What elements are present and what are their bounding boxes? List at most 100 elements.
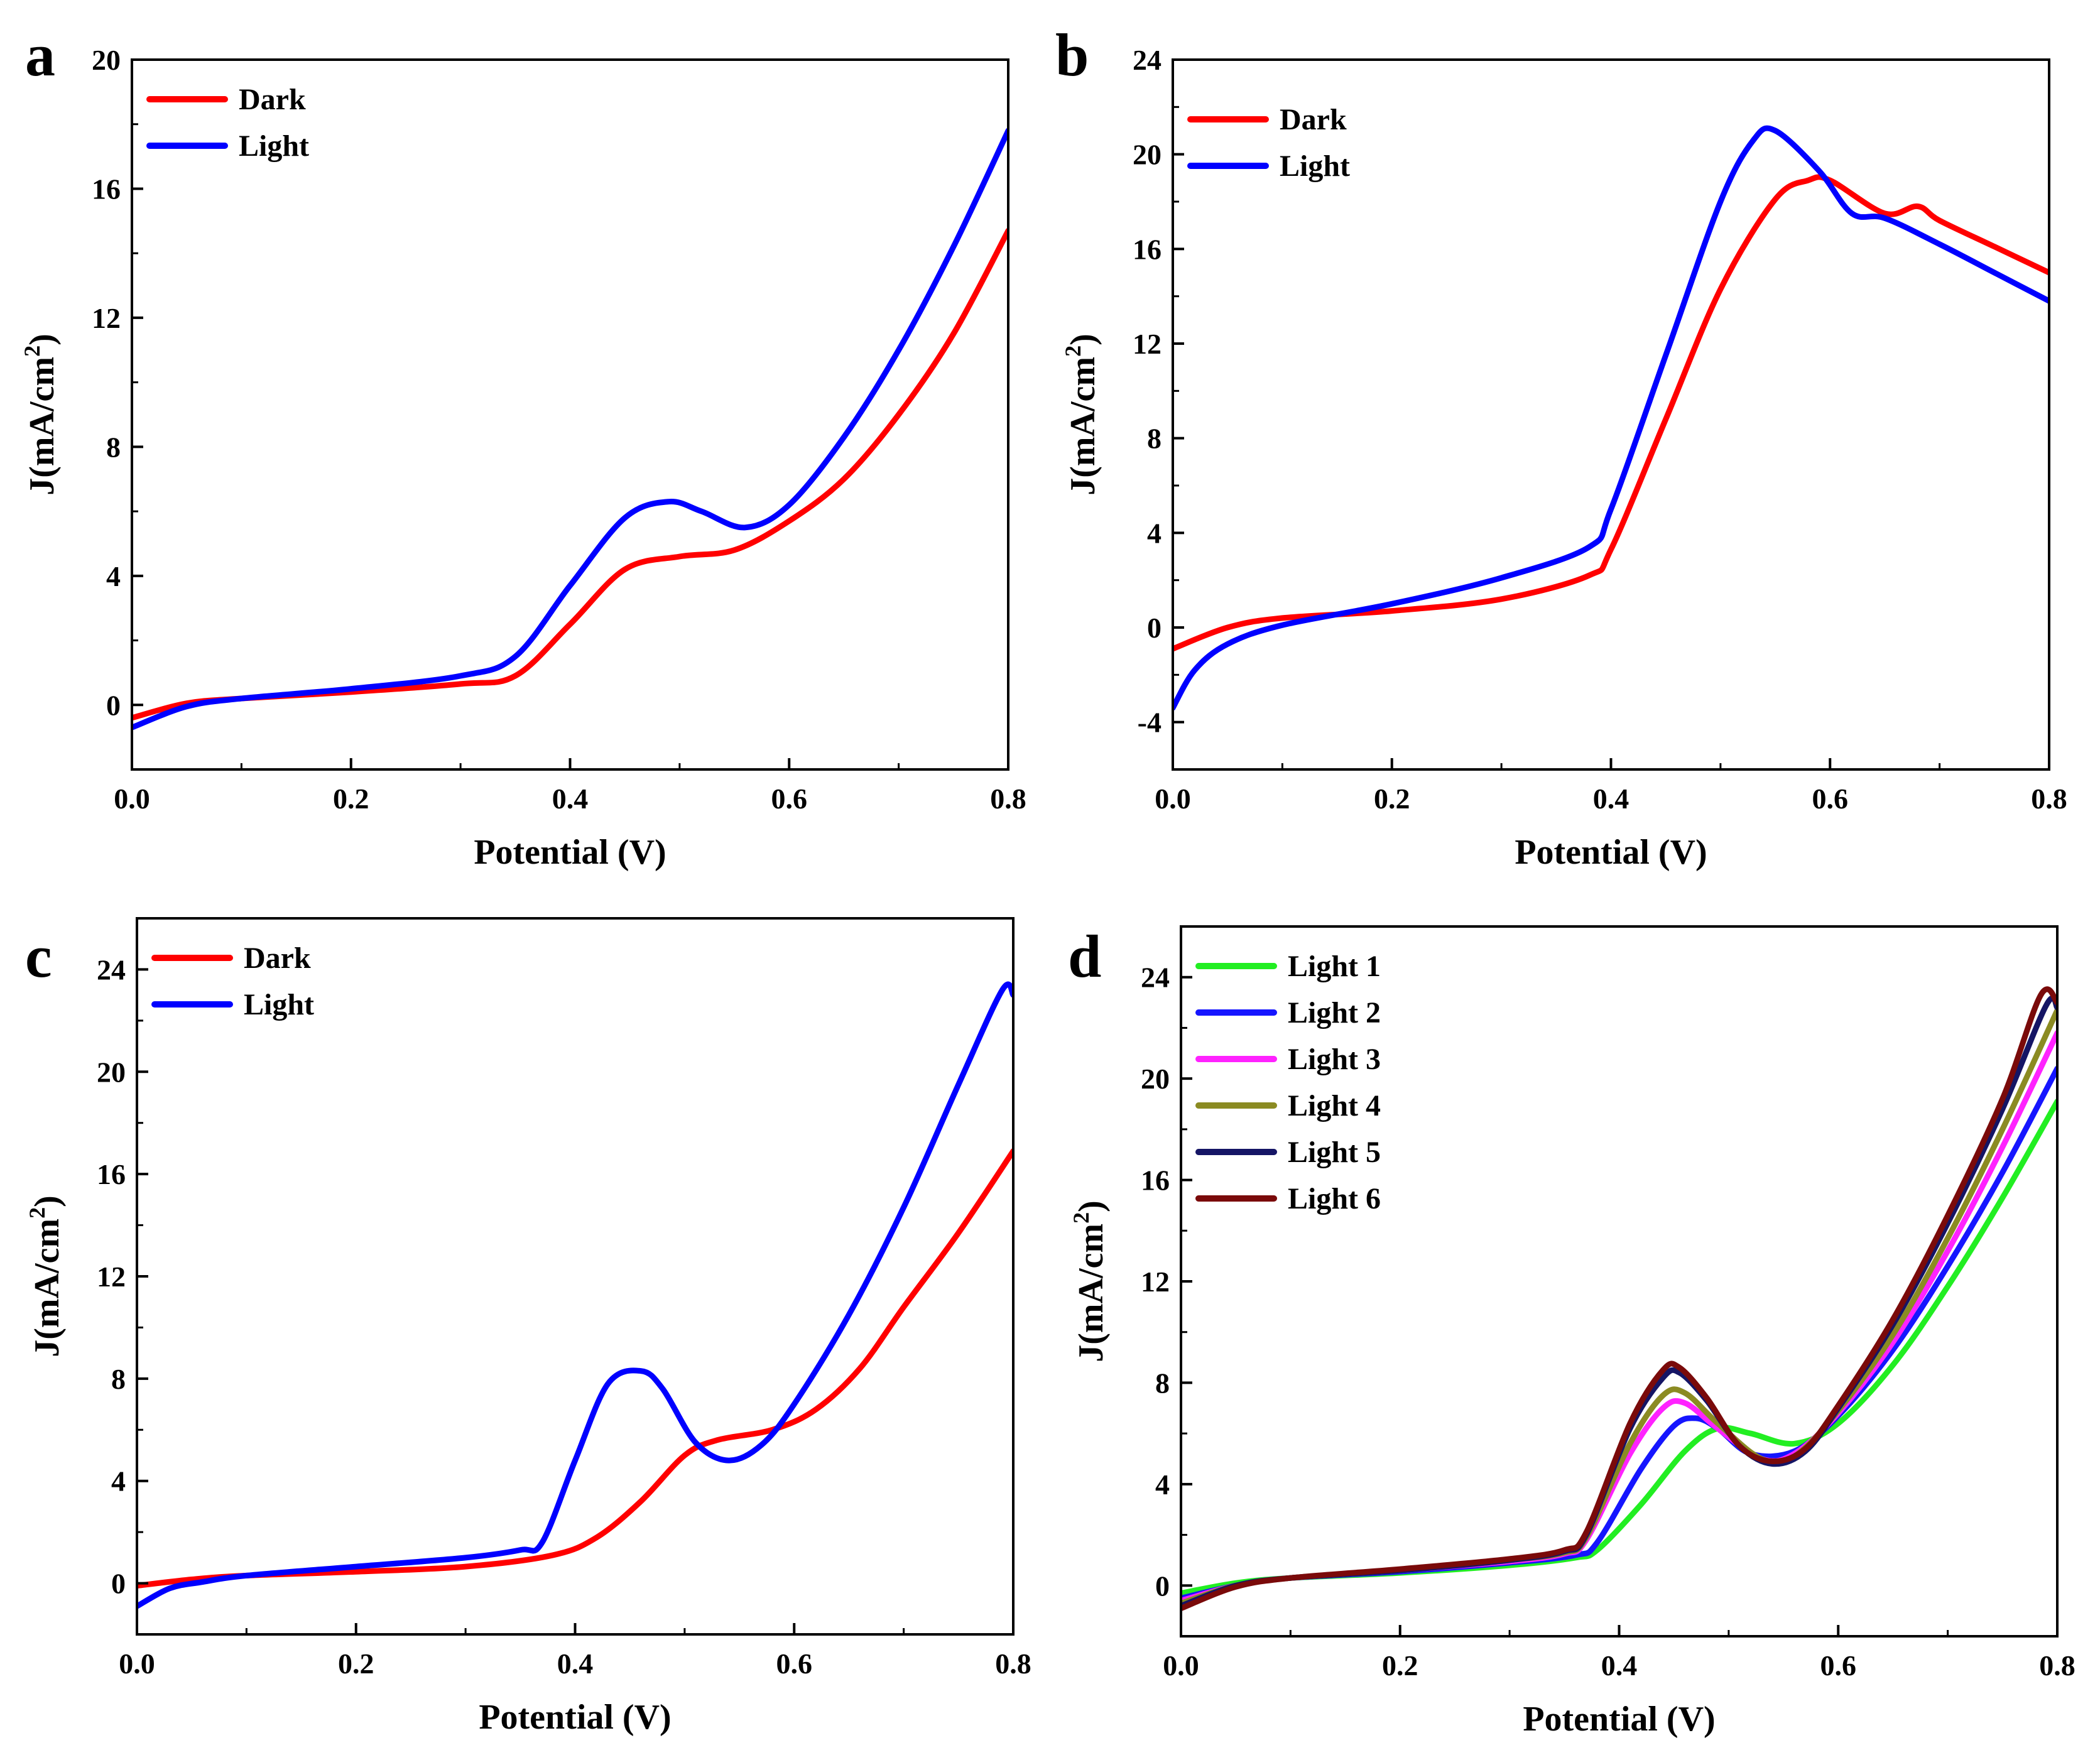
series-line-light-6 [1181,986,2057,1612]
x-tick-label: 0.6 [776,1648,813,1680]
y-tick-label: 12 [97,1261,126,1293]
panel-letter: c [25,923,52,990]
legend-label: Light 6 [1288,1182,1381,1215]
y-axis-title-close: ) [1072,1200,1111,1212]
y-axis-title-close: ) [23,334,62,345]
legend: Light 1 Light 2 Light 3 Light 4 Light 5 Light… [1195,950,1381,1215]
x-tick-label: 0.2 [338,1648,374,1680]
series-line-light [132,128,1008,731]
y-tick-label: 16 [97,1158,126,1190]
series-line-dark [132,227,1008,721]
x-tick-label: 0.0 [114,783,150,815]
y-tick-label: 20 [92,44,121,76]
x-tick-label: 0.0 [119,1648,155,1680]
y-tick-label: 4 [1147,517,1162,549]
y-tick-label: 8 [106,431,121,463]
legend-label: Light 1 [1288,950,1381,983]
legend: Dark Light [1187,103,1350,183]
y-tick-label: 20 [1133,139,1162,171]
y-axis-title-superscript: 2 [1069,1212,1094,1224]
x-tick-label: 0.0 [1155,783,1191,815]
y-tick-label: 0 [111,1568,126,1600]
y-tick-label: 16 [1133,233,1162,265]
series-line-light-1 [1181,1099,2057,1596]
legend-label: Light [1280,149,1350,183]
x-tick-label: 0.6 [1820,1649,1857,1681]
y-tick-label: 0 [1147,612,1162,644]
panel-d: d 0.0 0.2 0.4 0.6 0.8 0 4 8 12 16 20 24 Potential (V)… [1068,923,2076,1739]
y-tick-label: 4 [1155,1469,1170,1501]
panel-a: a 0.0 0.2 0.4 0.6 0.8 0 4 8 12 16 20 Potential (V) J(… [19,21,1026,872]
y-tick-label: 24 [1133,44,1162,76]
x-axis-title: Potential (V) [474,833,666,872]
y-tick-label: 16 [1141,1165,1170,1197]
panel-c: c 0.0 0.2 0.4 0.6 0.8 0 4 8 12 16 20 24 Potential (V)… [24,917,1031,1737]
legend-label: Light 3 [1288,1043,1381,1076]
series-group [1181,986,2057,1612]
legend-label: Dark [239,83,306,116]
legend: Dark Light [151,942,314,1021]
x-tick-label: 0.6 [1812,783,1849,815]
legend-label: Light [239,129,309,163]
y-tick-label: 12 [1133,328,1162,360]
legend-label: Dark [244,942,311,975]
x-tick-label: 0.2 [1374,783,1410,815]
series-line-dark [1173,174,2049,652]
y-tick-label: 20 [1141,1063,1170,1095]
y-axis-title: J(mA/cm2) [1060,334,1102,495]
x-tick-label: 0.6 [771,783,808,815]
y-axis-title-superscript: 2 [1060,345,1085,357]
series-line-light [1173,125,2049,711]
plot-frame [131,58,1009,771]
x-axis-title: Potential (V) [1523,1700,1715,1739]
y-axis-title-main: J(mA/cm [28,1219,67,1357]
x-tick-label: 0.8 [2031,783,2067,815]
y-tick-label: 4 [106,560,121,592]
x-tick-label: 0.4 [1593,783,1629,815]
x-tick-label: 0.0 [1163,1649,1199,1681]
series-group [137,981,1013,1609]
y-tick-label: 0 [1155,1570,1170,1602]
series-group [1173,125,2049,711]
y-tick-label: 24 [97,953,126,986]
y-tick-label: 8 [1147,423,1162,455]
y-axis-title-close: ) [28,1195,67,1207]
y-axis-title: J(mA/cm2) [24,1195,67,1357]
series-line-dark [137,1148,1013,1589]
y-axis-title: J(mA/cm2) [1069,1200,1111,1362]
panel-letter: b [1055,21,1089,89]
y-tick-label: 0 [106,689,121,721]
legend-label: Light 2 [1288,996,1381,1029]
y-axis-title: J(mA/cm2) [19,334,62,495]
x-axis-title: Potential (V) [479,1698,671,1737]
x-tick-label: 0.8 [2039,1649,2076,1681]
y-tick-label: 20 [97,1056,126,1088]
legend-label: Light 5 [1288,1136,1381,1169]
x-tick-label: 0.2 [333,783,369,815]
y-axis-title-main: J(mA/cm [23,357,62,496]
legend-label: Light [244,988,314,1021]
y-tick-label: 12 [92,302,121,334]
y-axis-title-main: J(mA/cm [1072,1224,1111,1362]
x-tick-label: 0.4 [1601,1649,1638,1681]
y-tick-label: 12 [1141,1266,1170,1298]
x-tick-label: 0.2 [1382,1649,1418,1681]
y-tick-label: 16 [92,173,121,205]
y-tick-label: -4 [1138,707,1162,739]
legend-label: Light 4 [1288,1089,1381,1122]
y-axis-title-close: ) [1064,334,1102,345]
y-tick-label: 8 [1155,1367,1170,1399]
y-axis-title-superscript: 2 [24,1207,50,1219]
y-axis-title-main: J(mA/cm [1064,357,1102,496]
panel-letter: a [25,21,55,89]
y-tick-label: 8 [111,1363,126,1395]
x-axis-title: Potential (V) [1515,833,1707,872]
x-tick-label: 0.4 [552,783,589,815]
panel-b: b 0.0 0.2 0.4 0.6 0.8 -4 0 4 8 12 16 20 24 Potential (… [1055,21,2067,872]
y-axis-title-superscript: 2 [19,345,45,357]
plot-frame [136,917,1015,1636]
y-tick-label: 24 [1141,962,1170,994]
x-tick-label: 0.8 [990,783,1026,815]
panel-letter: d [1068,923,1101,990]
x-tick-label: 0.4 [557,1648,594,1680]
